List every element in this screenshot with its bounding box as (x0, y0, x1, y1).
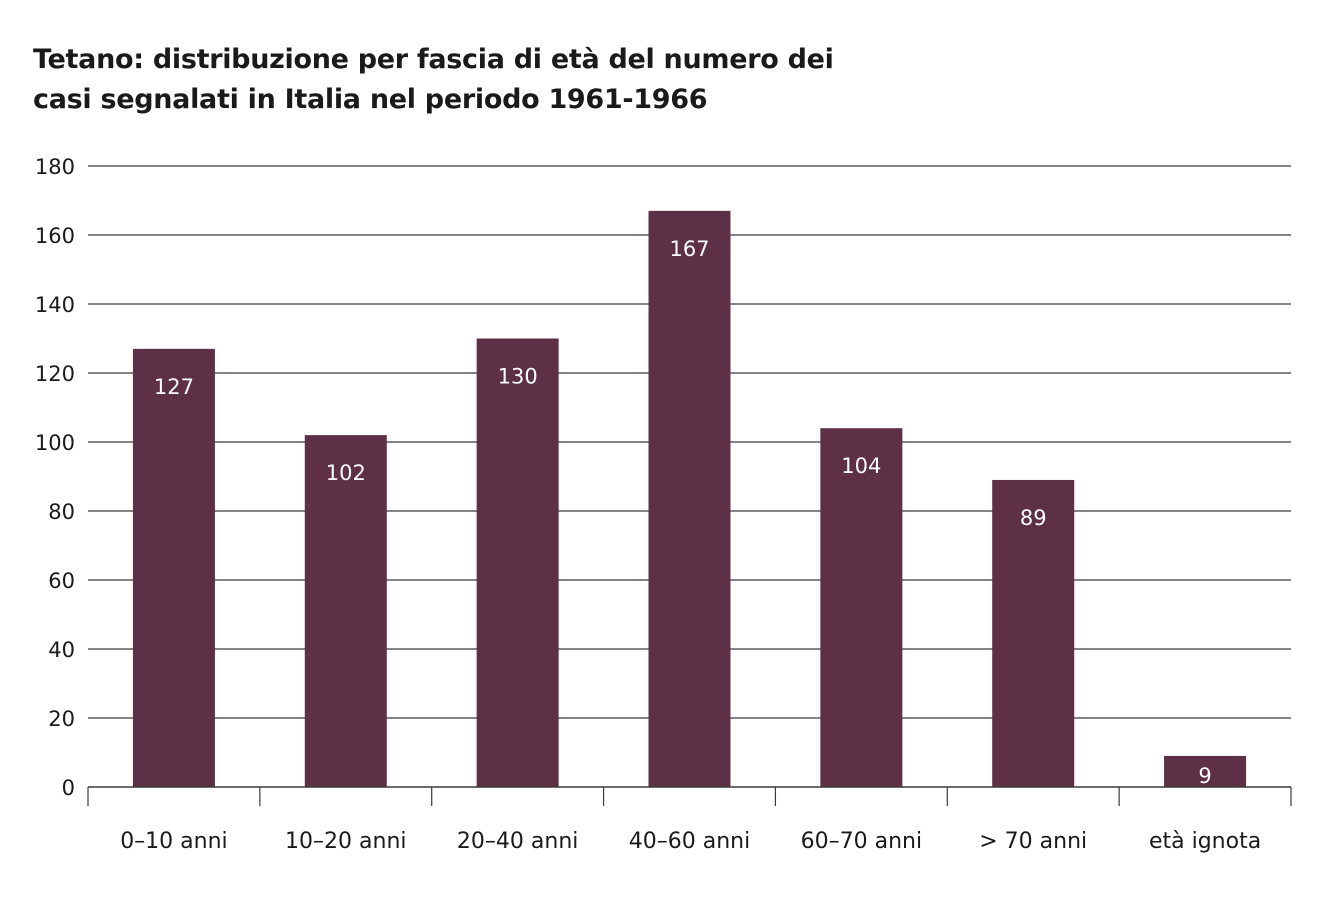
chart-title-line-1: Tetano: distribuzione per fascia di età … (33, 44, 834, 75)
x-category-label-3: 20–40 anni (457, 829, 578, 854)
x-category-label-1: 0–10 anni (120, 829, 227, 854)
bar-value-label-4: 167 (669, 237, 709, 261)
bar-value-label-5: 104 (841, 454, 881, 478)
y-tick-label-100: 100 (35, 431, 75, 455)
bar-6 (992, 479, 1075, 787)
x-axis (87, 786, 1292, 806)
x-category-label-6: > 70 anni (979, 829, 1087, 854)
bar-value-label-2: 102 (326, 461, 366, 485)
bar-1 (132, 348, 215, 787)
chart-title: Tetano: distribuzione per fascia di età … (33, 40, 933, 120)
bar-value-labels: 127 102 130 167 104 89 9 (154, 237, 1212, 788)
y-tick-label-120: 120 (35, 362, 75, 386)
y-tick-label-180: 180 (35, 155, 75, 179)
bar-value-label-7: 9 (1198, 764, 1211, 788)
bar-value-label-1: 127 (154, 375, 194, 399)
x-axis-category-labels: 0–10 anni 10–20 anni 20–40 anni 40–60 anni 6… (120, 829, 1261, 854)
bars (132, 210, 1247, 788)
x-category-label-4: 40–60 anni (629, 829, 750, 854)
chart-title-line-2: casi segnalati in Italia nel periodo 196… (33, 84, 708, 115)
bar-5 (820, 428, 903, 787)
y-tick-label-40: 40 (48, 638, 75, 662)
y-tick-label-0: 0 (62, 776, 75, 800)
bar-3 (476, 338, 559, 787)
x-category-label-2: 10–20 anni (285, 829, 406, 854)
y-tick-label-160: 160 (35, 224, 75, 248)
bar-2 (304, 435, 387, 787)
bar-7 (1164, 755, 1247, 787)
bar-value-label-3: 130 (498, 365, 538, 389)
x-category-label-5: 60–70 anni (801, 829, 922, 854)
x-category-label-7: età ignota (1149, 829, 1261, 854)
bar-4 (648, 210, 731, 788)
y-tick-label-140: 140 (35, 293, 75, 317)
y-tick-label-20: 20 (48, 707, 75, 731)
bar-value-label-6: 89 (1020, 506, 1047, 530)
y-axis-tick-labels: 0 20 40 60 80 100 120 140 160 180 (35, 155, 75, 800)
y-tick-label-60: 60 (48, 569, 75, 593)
y-tick-label-80: 80 (48, 500, 75, 524)
